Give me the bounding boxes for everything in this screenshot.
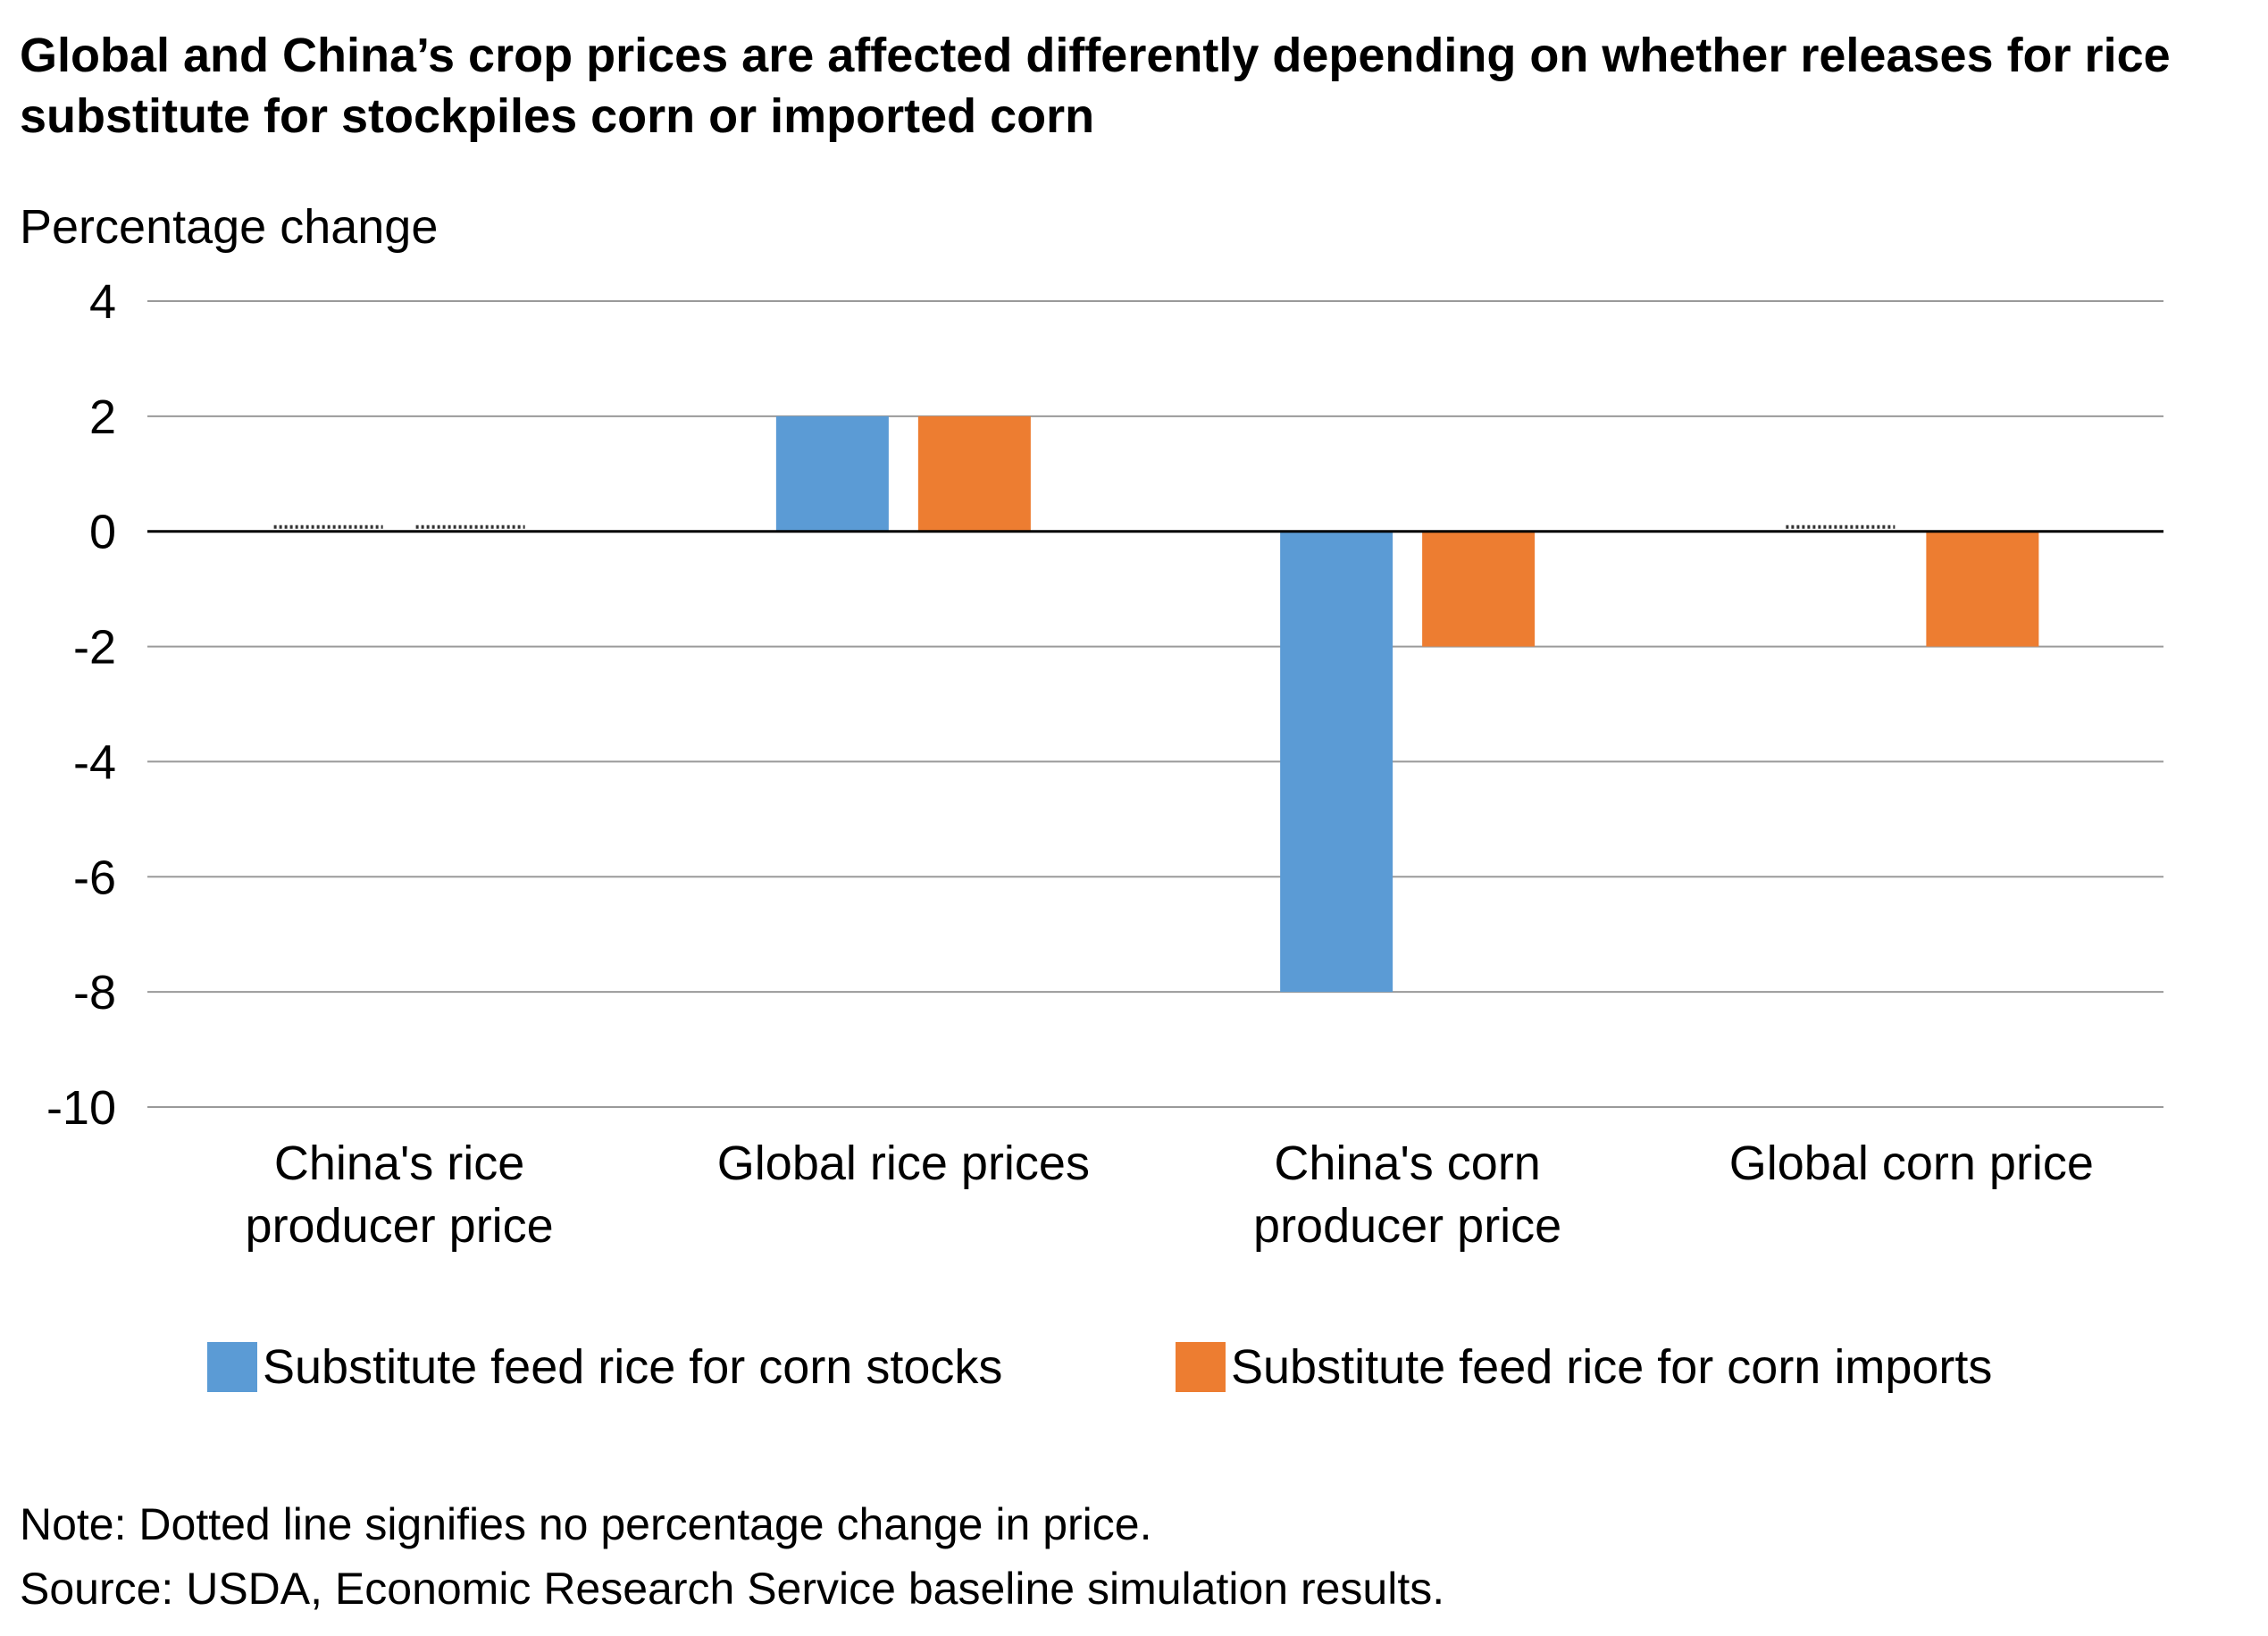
y-tick-label: 2 <box>89 390 116 444</box>
bar <box>1280 531 1393 993</box>
legend-item-imports: Substitute feed rice for corn imports <box>1176 1331 1992 1403</box>
y-tick-label: -8 <box>73 966 116 1019</box>
x-tick-label: Global corn price <box>1729 1137 2094 1190</box>
legend-swatch-imports <box>1176 1342 1226 1392</box>
x-tick-label: producer price <box>246 1199 554 1253</box>
source-text: Source: USDA, Economic Research Service … <box>20 1564 1445 1614</box>
legend-swatch-stocks <box>207 1342 257 1392</box>
chart-title: Global and China’s crop prices are affec… <box>20 29 2171 143</box>
y-tick-label: -4 <box>73 735 116 789</box>
y-tick-label: 0 <box>89 506 116 559</box>
y-tick-label: -10 <box>46 1081 116 1135</box>
bar <box>775 415 889 532</box>
x-tick-label: China's corn <box>1274 1137 1540 1190</box>
y-tick-label: -2 <box>73 621 116 675</box>
legend-label-imports: Substitute feed rice for corn imports <box>1231 1340 1993 1394</box>
legend: Substitute feed rice for corn stocks Sub… <box>0 1331 2268 1403</box>
y-axis-label: Percentage change <box>20 200 439 254</box>
bar <box>917 415 1031 532</box>
legend-label-stocks: Substitute feed rice for corn stocks <box>263 1340 1003 1394</box>
bar <box>1422 531 1536 647</box>
x-tick-label: Global rice prices <box>717 1137 1090 1190</box>
footnote: Note: Dotted line signifies no percentag… <box>20 1492 1444 1621</box>
note-text: Note: Dotted line signifies no percentag… <box>20 1499 1152 1549</box>
y-tick-label: 4 <box>89 275 116 329</box>
bar-chart: 4 2 0 -2 -4 -6 -8 -10 China's rice producer price… <box>46 275 2163 1253</box>
x-tick-label: China's rice <box>274 1137 524 1190</box>
y-tick-label: -6 <box>73 851 116 904</box>
bar <box>1926 531 2039 647</box>
x-tick-label: producer price <box>1253 1199 1561 1253</box>
legend-item-stocks: Substitute feed rice for corn stocks <box>207 1331 1002 1403</box>
